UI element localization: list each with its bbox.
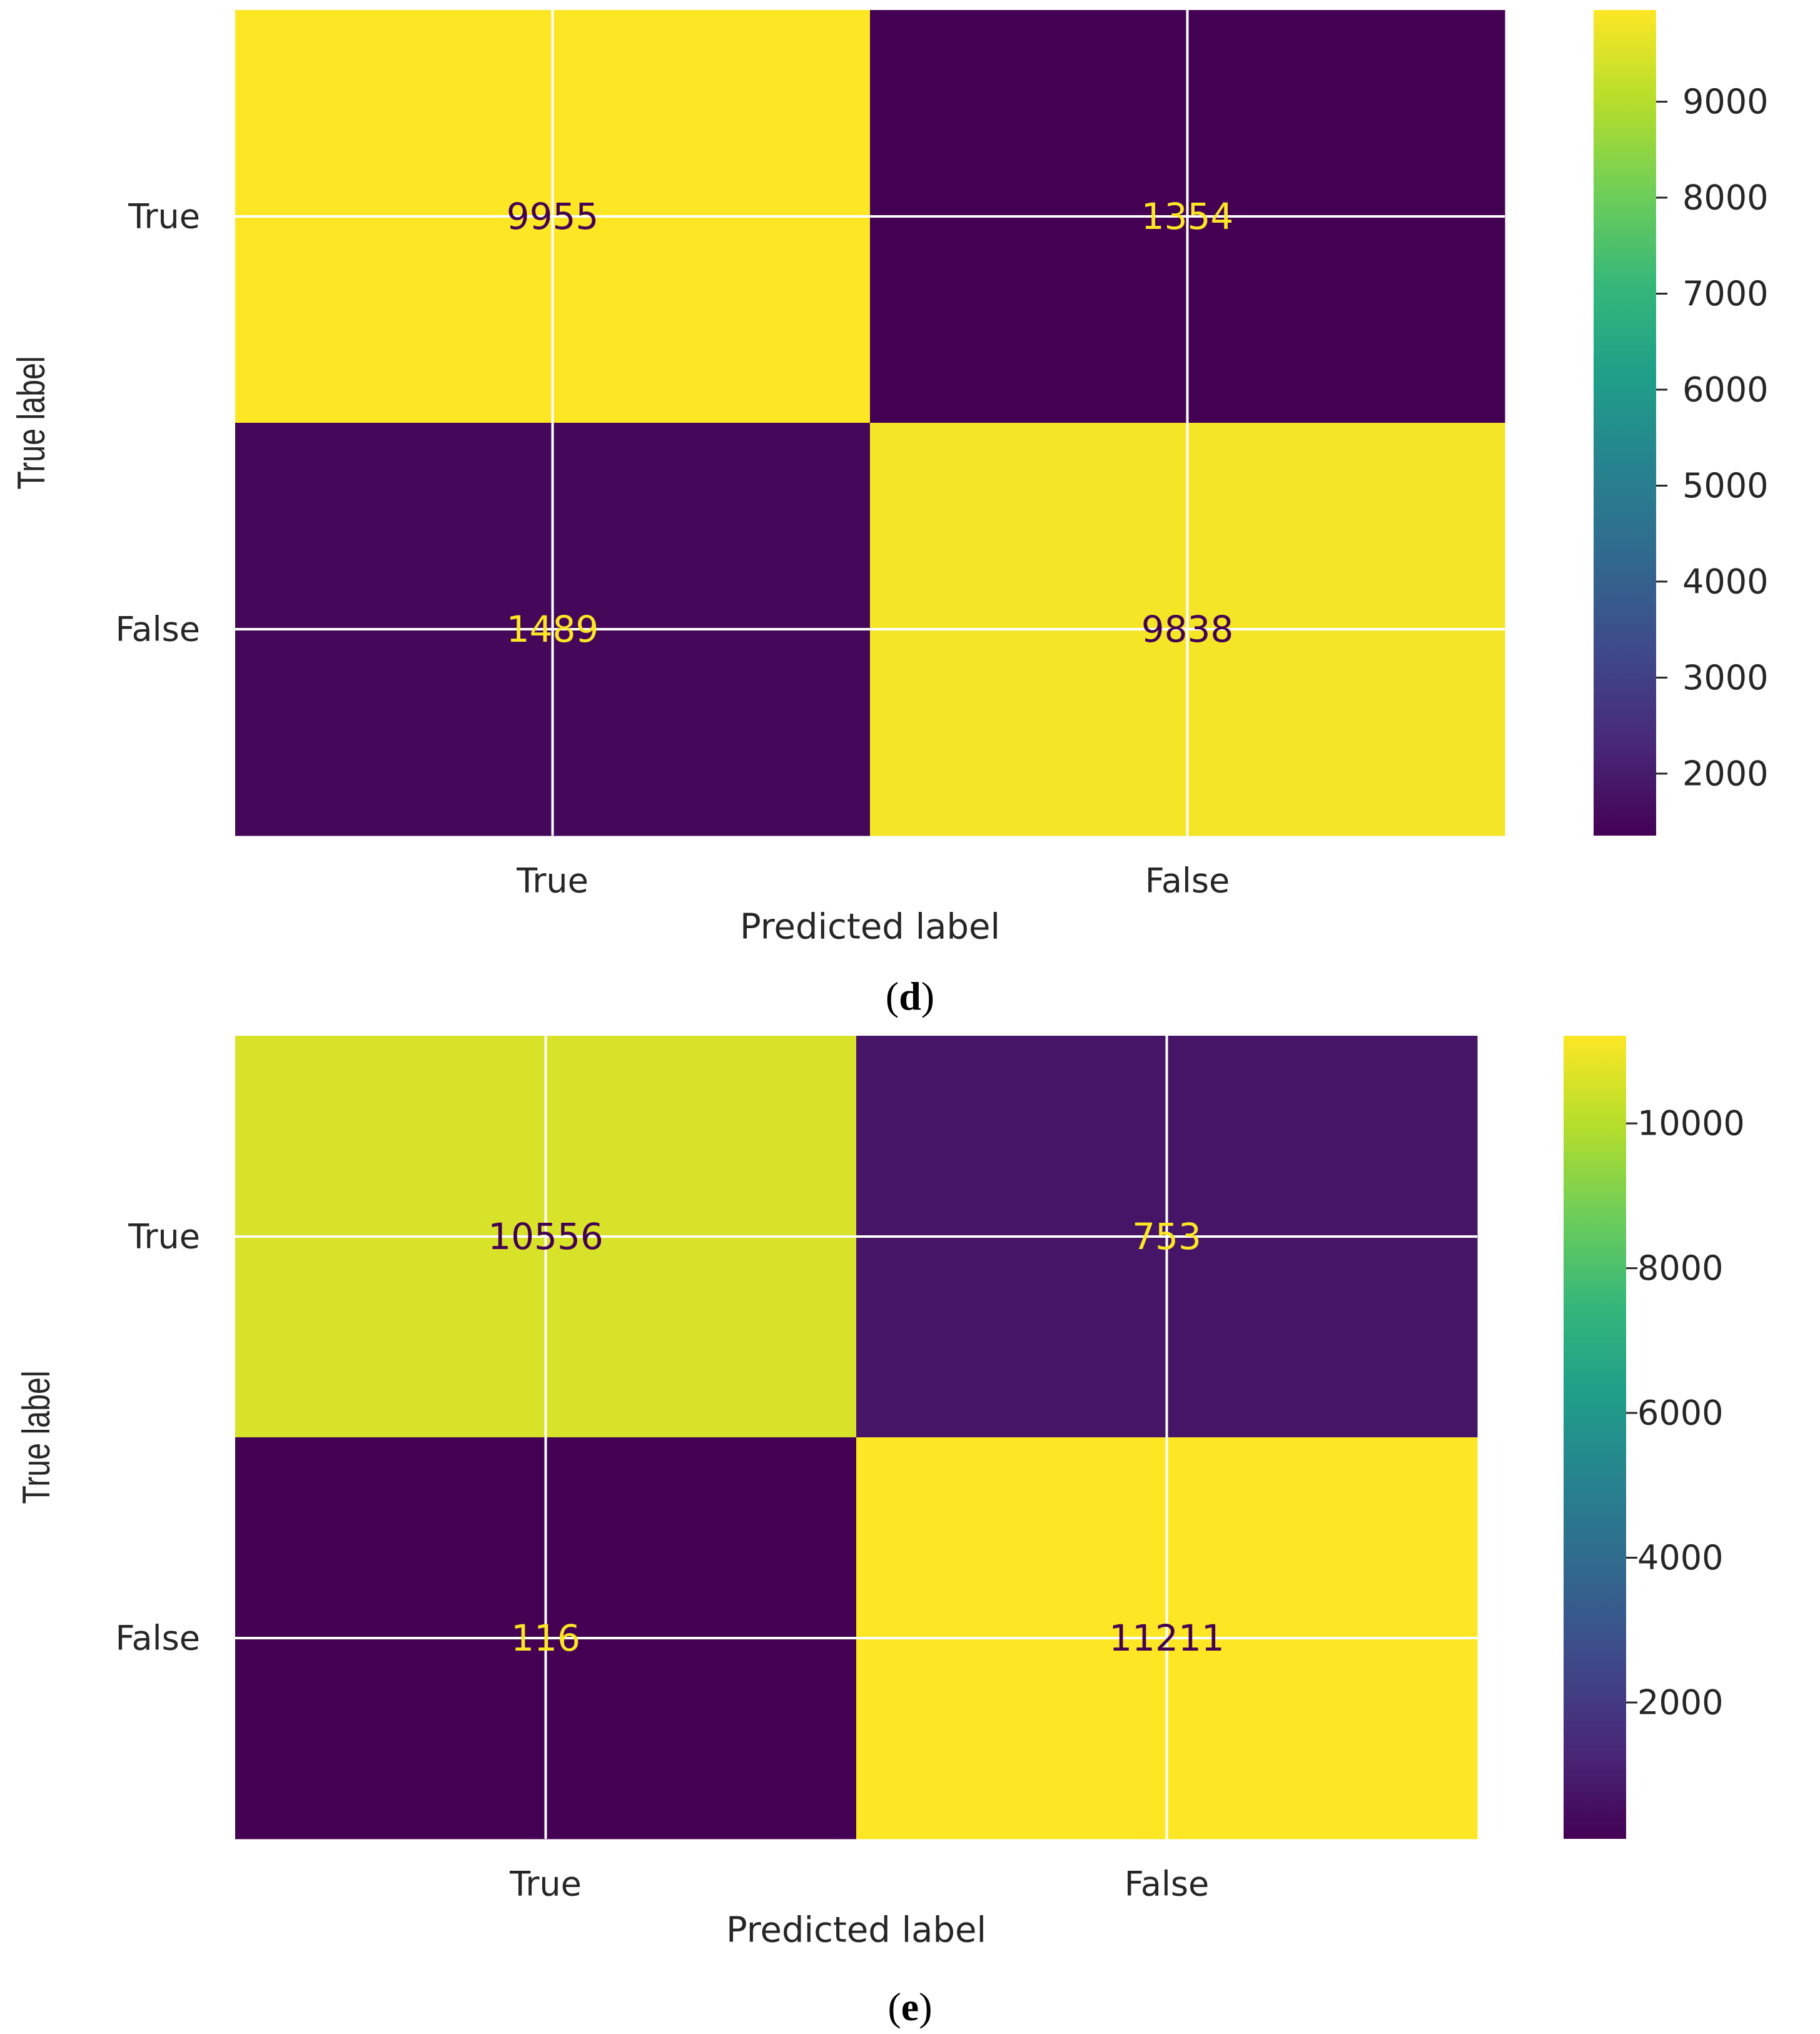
colorbar-tick-label: 4000: [1682, 562, 1768, 601]
y-axis-label: True label: [14, 1370, 58, 1504]
colorbar-ticks: 2000 4000 6000 8000 10000: [1626, 1104, 1745, 1722]
row-tick-label: True: [128, 1217, 200, 1257]
column-tick-label: False: [1145, 861, 1230, 901]
heatmap-cells: [235, 10, 1505, 836]
cell-value-label: 116: [511, 1617, 580, 1659]
colorbar-tick-label: 9000: [1682, 82, 1768, 121]
colorbar-tick-label: 8000: [1637, 1248, 1723, 1288]
cell-value-label: 1354: [1141, 195, 1234, 238]
colorbar: [1594, 10, 1656, 836]
colorbar-tick-label: 2000: [1682, 754, 1768, 793]
confusion-matrix-panel-d: 9955 1354 1489 9838 True False True False Predic…: [9, 10, 1768, 1018]
column-tick-label: True: [509, 1864, 582, 1904]
cell-value-label: 10556: [488, 1215, 604, 1258]
colorbar-tick-label: 8000: [1682, 178, 1768, 218]
caption-letter: e: [901, 1985, 919, 2029]
colorbar-tick-label: 10000: [1637, 1104, 1745, 1143]
column-tick-label: False: [1125, 1864, 1210, 1904]
confusion-matrix-panel-e: 10556 753 116 11211 True False True False Predic…: [14, 1036, 1745, 2029]
colorbar: [1564, 1036, 1626, 1839]
colorbar-tick-label: 6000: [1682, 370, 1768, 409]
cell-value-labels: 9955 1354 1489 9838: [507, 195, 1234, 650]
colorbar-tick-label: 7000: [1682, 274, 1768, 313]
caption-open-paren: (: [886, 974, 899, 1018]
row-tick-label: False: [115, 1619, 200, 1658]
colorbar-tick-label: 6000: [1637, 1394, 1723, 1433]
row-tick-label: True: [128, 197, 200, 236]
colorbar-tick-label: 2000: [1637, 1682, 1723, 1722]
colorbar-ticks: 2000 3000 4000 5000 6000 7000 8000 9000: [1656, 82, 1768, 793]
caption-close-paren: ): [919, 1985, 932, 2029]
heatmap-cells: [235, 1036, 1478, 1839]
caption-close-paren: ): [921, 974, 934, 1018]
grid-lines: [235, 10, 1505, 836]
cell-value-label: 11211: [1109, 1617, 1225, 1659]
cell-value-label: 753: [1132, 1215, 1201, 1258]
panel-caption: (e): [887, 1985, 932, 2029]
panel-caption: (d): [886, 974, 934, 1018]
colorbar-tick-label: 3000: [1682, 658, 1768, 697]
colorbar-tick-label: 4000: [1637, 1538, 1723, 1577]
cell-value-labels: 10556 753 116 11211: [488, 1215, 1225, 1659]
grid-lines: [235, 1036, 1477, 1839]
column-tick-label: True: [516, 861, 589, 901]
colorbar-tick-label: 5000: [1682, 466, 1768, 505]
cell-value-label: 9838: [1141, 608, 1234, 650]
y-axis-label: True label: [9, 356, 53, 489]
x-axis-label: Predicted label: [740, 907, 1000, 948]
cell-value-label: 1489: [507, 608, 599, 650]
cell-value-label: 9955: [507, 195, 599, 238]
caption-open-paren: (: [887, 1985, 901, 2029]
caption-letter: d: [899, 974, 921, 1018]
x-axis-label: Predicted label: [726, 1910, 986, 1951]
row-tick-label: False: [115, 610, 200, 649]
